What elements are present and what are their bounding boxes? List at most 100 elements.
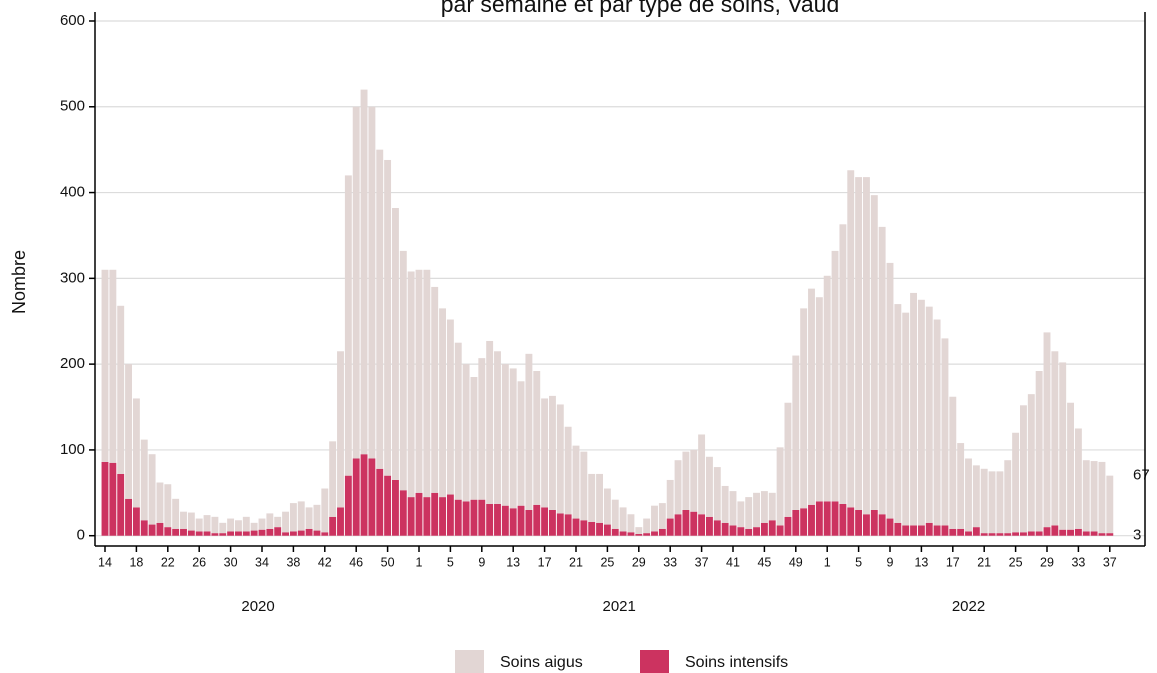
x-tick-label: 33 [1071, 555, 1085, 569]
bar [305, 507, 313, 529]
bar [431, 492, 439, 536]
x-tick-label: 29 [632, 555, 646, 569]
bar [815, 297, 823, 502]
bar [588, 473, 596, 522]
bar [1106, 533, 1114, 536]
bar [658, 503, 666, 529]
bar [910, 525, 917, 536]
bar [580, 451, 588, 521]
bar [564, 426, 572, 515]
bar [282, 511, 289, 533]
x-tick-label: 22 [161, 555, 175, 569]
bar [784, 516, 792, 536]
bar [972, 527, 980, 536]
bar [392, 479, 399, 536]
bar [792, 355, 800, 510]
bar [1051, 351, 1059, 526]
bar [1051, 525, 1059, 536]
bar [611, 528, 619, 536]
bar [1020, 532, 1027, 536]
bar [415, 269, 423, 493]
bar [478, 499, 486, 536]
bar [360, 454, 368, 536]
bar [470, 377, 478, 500]
bar [439, 497, 446, 536]
bar [392, 208, 399, 480]
bar [533, 504, 541, 536]
bar [101, 269, 109, 462]
bar [619, 531, 627, 536]
x-tick-label: 25 [600, 555, 614, 569]
bar [1043, 332, 1051, 528]
bar [266, 513, 274, 529]
bar [282, 532, 289, 536]
bar [180, 511, 187, 529]
x-tick-label: 21 [977, 555, 991, 569]
legend-label: Soins intensifs [685, 654, 788, 671]
bar [753, 527, 760, 536]
x-tick-label: 1 [416, 555, 423, 569]
bar [454, 342, 462, 500]
bar [1090, 461, 1098, 532]
bar [1067, 529, 1074, 536]
bar [172, 498, 180, 529]
bar [344, 175, 352, 476]
bar [164, 484, 172, 528]
bar [352, 458, 360, 536]
bar [1074, 528, 1082, 536]
bar [227, 531, 235, 536]
bar [706, 456, 713, 517]
bar [902, 525, 910, 536]
bar [132, 398, 140, 508]
bar [501, 364, 509, 506]
bar [1027, 394, 1035, 532]
x-tick-label: 9 [887, 555, 894, 569]
bar [635, 533, 643, 536]
x-tick-label: 14 [98, 555, 112, 569]
bar [329, 516, 337, 536]
bar [462, 364, 470, 502]
x-tick-label: 33 [663, 555, 677, 569]
bar [839, 503, 847, 536]
bar [368, 106, 376, 459]
bar [1059, 362, 1067, 530]
bar [219, 522, 227, 534]
bar [603, 524, 611, 536]
bar [321, 488, 329, 533]
bar [651, 505, 658, 532]
bar [1098, 461, 1106, 534]
bar [517, 505, 525, 536]
bar [187, 530, 195, 536]
bar [713, 467, 721, 521]
bar [227, 518, 235, 532]
bar [415, 492, 423, 536]
chart-title: par semaine et par type de soins, Vaud [441, 0, 839, 17]
bar [242, 531, 250, 536]
bar [1035, 531, 1043, 536]
bar [572, 445, 580, 519]
bar [148, 524, 156, 536]
bar [219, 533, 227, 536]
x-tick-label: 30 [224, 555, 238, 569]
bar [337, 351, 344, 508]
bar [125, 364, 132, 499]
bar [1059, 529, 1067, 536]
bar [525, 509, 533, 536]
bar [164, 527, 172, 536]
bar [1043, 527, 1051, 536]
bar [1067, 402, 1074, 530]
bar [525, 353, 533, 510]
x-tick-label: 13 [506, 555, 520, 569]
bar [643, 518, 651, 534]
bar [784, 402, 792, 517]
x-tick-label: 37 [695, 555, 709, 569]
legend-label: Soins aigus [500, 654, 583, 671]
bar [156, 482, 164, 523]
y-tick-label: 300 [60, 269, 85, 286]
bar [274, 527, 282, 536]
bar [580, 520, 588, 536]
bar [1035, 370, 1043, 532]
bar [980, 468, 988, 534]
legend-swatch [640, 650, 669, 673]
bar [627, 514, 635, 533]
